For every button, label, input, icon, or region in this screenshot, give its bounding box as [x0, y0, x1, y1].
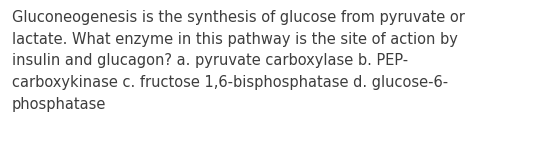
Text: Gluconeogenesis is the synthesis of glucose from pyruvate or
lactate. What enzym: Gluconeogenesis is the synthesis of gluc… — [12, 10, 465, 112]
